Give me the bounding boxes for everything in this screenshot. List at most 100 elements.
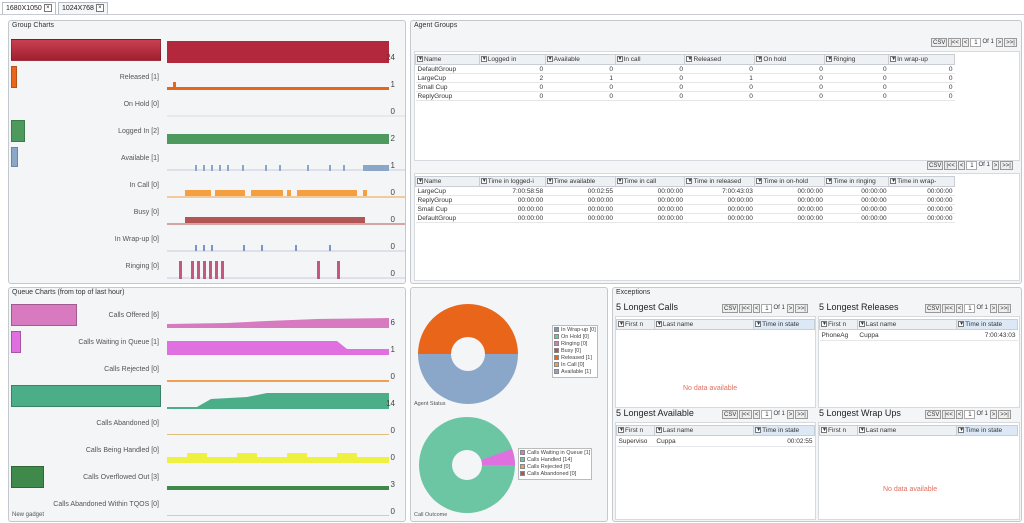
filter-icon[interactable]: ▼ bbox=[756, 178, 763, 185]
longest-calls-prev-page-button[interactable]: < bbox=[752, 304, 761, 313]
column-header[interactable]: ▼Time in state bbox=[753, 319, 815, 330]
agent-groups-bottom-page-input[interactable]: 1 bbox=[966, 161, 978, 170]
filter-icon[interactable]: ▼ bbox=[546, 56, 553, 63]
table-row[interactable]: LargeCup 2 1 0 1 0 0 0 bbox=[415, 73, 955, 83]
filter-icon[interactable]: ▼ bbox=[616, 56, 623, 63]
longest-available-first-page-button[interactable]: |<< bbox=[739, 410, 752, 419]
column-header[interactable]: ▼Time available bbox=[544, 176, 616, 187]
table-row[interactable]: DefaultGroup 0 0 0 0 0 0 0 bbox=[415, 64, 955, 74]
longest-available-csv-button[interactable]: CSV bbox=[722, 410, 739, 419]
agent-groups-top-page-input[interactable]: 1 bbox=[970, 38, 982, 47]
column-header[interactable]: ▼Last name bbox=[856, 425, 958, 436]
filter-icon[interactable]: ▼ bbox=[826, 178, 833, 185]
longest-available-last-page-button[interactable]: >>| bbox=[795, 410, 808, 419]
longest-wrapups-prev-page-button[interactable]: < bbox=[955, 410, 964, 419]
table-row[interactable]: ReplyGroup 0 0 0 0 0 0 0 bbox=[415, 91, 955, 101]
longest-releases-next-page-button[interactable]: > bbox=[989, 304, 998, 313]
longest-releases-page-input[interactable]: 1 bbox=[964, 304, 976, 313]
longest-calls-next-page-button[interactable]: > bbox=[786, 304, 795, 313]
table-row[interactable]: DefaultGroup 00:00:00 00:00:00 00:00:00 00:0… bbox=[415, 213, 955, 223]
filter-icon[interactable]: ▼ bbox=[890, 56, 897, 63]
filter-icon[interactable]: ▼ bbox=[826, 56, 833, 63]
agent-groups-top-csv-button[interactable]: CSV bbox=[931, 38, 948, 47]
longest-wrapups-first-page-button[interactable]: |<< bbox=[942, 410, 955, 419]
longest-wrapups-csv-button[interactable]: CSV bbox=[925, 410, 942, 419]
filter-icon[interactable]: ▼ bbox=[756, 56, 763, 63]
table-row[interactable]: PhoneAg Cuppa 7:00:43:03 bbox=[819, 329, 1018, 341]
longest-releases-prev-page-button[interactable]: < bbox=[955, 304, 964, 313]
longest-available-page-input[interactable]: 1 bbox=[761, 410, 773, 419]
column-header[interactable]: ▼Last name bbox=[856, 319, 958, 330]
filter-icon[interactable]: ▼ bbox=[618, 321, 624, 328]
filter-icon[interactable]: ▼ bbox=[480, 178, 487, 185]
filter-icon[interactable]: ▼ bbox=[546, 178, 553, 185]
filter-icon[interactable]: ▼ bbox=[821, 321, 827, 328]
close-icon[interactable]: × bbox=[95, 4, 104, 13]
column-header[interactable]: ▼First n bbox=[616, 319, 655, 330]
longest-available-next-page-button[interactable]: > bbox=[786, 410, 795, 419]
table-row[interactable]: Small Cup 00:00:00 00:00:00 00:00:00 00:00:0… bbox=[415, 204, 955, 214]
filter-icon[interactable]: ▼ bbox=[686, 56, 693, 63]
filter-icon[interactable]: ▼ bbox=[858, 321, 865, 328]
longest-wrapups-next-page-button[interactable]: > bbox=[989, 410, 998, 419]
column-header[interactable]: ▼Name bbox=[415, 54, 480, 65]
filter-icon[interactable]: ▼ bbox=[755, 427, 762, 434]
table-row[interactable]: ReplyGroup 00:00:00 00:00:00 00:00:00 00:00:… bbox=[415, 195, 955, 205]
filter-icon[interactable]: ▼ bbox=[821, 427, 827, 434]
column-header[interactable]: ▼Time in on-hold bbox=[754, 176, 826, 187]
longest-releases-csv-button[interactable]: CSV bbox=[925, 304, 942, 313]
column-header[interactable]: ▼Ringing bbox=[824, 54, 890, 65]
filter-icon[interactable]: ▼ bbox=[858, 427, 865, 434]
agent-groups-bottom-prev-page-button[interactable]: < bbox=[957, 161, 966, 170]
agent-groups-top-prev-page-button[interactable]: < bbox=[961, 38, 970, 47]
column-header[interactable]: ▼Time in call bbox=[614, 176, 686, 187]
longest-available-prev-page-button[interactable]: < bbox=[752, 410, 761, 419]
column-header[interactable]: ▼First n bbox=[819, 319, 858, 330]
filter-icon[interactable]: ▼ bbox=[417, 56, 423, 63]
longest-wrapups-page-input[interactable]: 1 bbox=[964, 410, 976, 419]
longest-wrapups-last-page-button[interactable]: >>| bbox=[998, 410, 1011, 419]
filter-icon[interactable]: ▼ bbox=[958, 427, 965, 434]
column-header[interactable]: ▼First n bbox=[819, 425, 858, 436]
filter-icon[interactable]: ▼ bbox=[618, 427, 624, 434]
column-header[interactable]: ▼In call bbox=[614, 54, 686, 65]
filter-icon[interactable]: ▼ bbox=[755, 321, 762, 328]
longest-releases-first-page-button[interactable]: |<< bbox=[942, 304, 955, 313]
filter-icon[interactable]: ▼ bbox=[616, 178, 623, 185]
agent-groups-bottom-csv-button[interactable]: CSV bbox=[927, 161, 944, 170]
longest-releases-last-page-button[interactable]: >>| bbox=[998, 304, 1011, 313]
new-gadget-label[interactable]: New gadget bbox=[12, 512, 45, 518]
agent-groups-bottom-last-page-button[interactable]: >>| bbox=[1000, 161, 1013, 170]
tab-1024x768[interactable]: 1024X768 × bbox=[58, 2, 108, 14]
longest-calls-first-page-button[interactable]: |<< bbox=[739, 304, 752, 313]
column-header[interactable]: ▼Available bbox=[544, 54, 616, 65]
longest-calls-last-page-button[interactable]: >>| bbox=[795, 304, 808, 313]
column-header[interactable]: ▼Time in released bbox=[684, 176, 756, 187]
column-header[interactable]: ▼First n bbox=[616, 425, 655, 436]
longest-calls-page-input[interactable]: 1 bbox=[761, 304, 773, 313]
filter-icon[interactable]: ▼ bbox=[655, 427, 662, 434]
column-header[interactable]: ▼Logged in bbox=[478, 54, 546, 65]
column-header[interactable]: ▼Time in ringing bbox=[824, 176, 890, 187]
column-header[interactable]: ▼In wrap-up bbox=[888, 54, 955, 65]
column-header[interactable]: ▼Name bbox=[415, 176, 480, 187]
filter-icon[interactable]: ▼ bbox=[958, 321, 965, 328]
filter-icon[interactable]: ▼ bbox=[686, 178, 693, 185]
filter-icon[interactable]: ▼ bbox=[655, 321, 662, 328]
column-header[interactable]: ▼Last name bbox=[653, 319, 755, 330]
agent-groups-bottom-first-page-button[interactable]: |<< bbox=[944, 161, 957, 170]
column-header[interactable]: ▼Time in state bbox=[956, 319, 1018, 330]
column-header[interactable]: ▼Released bbox=[684, 54, 756, 65]
column-header[interactable]: ▼Time in state bbox=[956, 425, 1018, 436]
column-header[interactable]: ▼Time in logged-i bbox=[478, 176, 546, 187]
agent-groups-top-next-page-button[interactable]: > bbox=[995, 38, 1004, 47]
column-header[interactable]: ▼On hold bbox=[754, 54, 826, 65]
table-row[interactable]: Small Cup 0 0 0 0 0 0 0 bbox=[415, 82, 955, 92]
column-header[interactable]: ▼Time in wrap- bbox=[888, 176, 955, 187]
agent-groups-top-last-page-button[interactable]: >>| bbox=[1004, 38, 1017, 47]
filter-icon[interactable]: ▼ bbox=[417, 178, 423, 185]
agent-groups-top-first-page-button[interactable]: |<< bbox=[948, 38, 961, 47]
filter-icon[interactable]: ▼ bbox=[890, 178, 897, 185]
agent-groups-bottom-next-page-button[interactable]: > bbox=[991, 161, 1000, 170]
table-row[interactable]: Superviso Cuppa 00:02:55 bbox=[616, 435, 815, 447]
